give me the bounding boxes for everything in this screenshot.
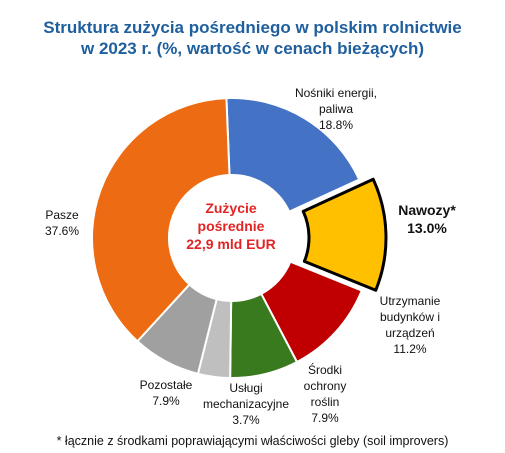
slice-value-energy: 18.8%	[318, 118, 354, 132]
slice-label-feed: Pasze 37.6%	[32, 207, 92, 239]
chart-title: Struktura zużycia pośredniego w polskim …	[0, 17, 505, 59]
slice-label-plant-protection-line-3: roślin	[310, 395, 340, 409]
slice-energy	[225, 97, 361, 213]
slice-label-energy-line-2: paliwa	[318, 102, 354, 116]
slice-label-plant-protection: Środki ochrony roślin 7.9%	[290, 362, 360, 426]
slice-label-mechanization-line-1: Usługi	[229, 381, 263, 395]
slice-label-plant-protection-line-2: ochrony	[303, 379, 347, 393]
slice-label-fertilizers: Nawozy* 13.0%	[382, 201, 472, 237]
slice-value-plant-protection: 7.9%	[311, 411, 339, 425]
center-label: Zużycie pośrednie 22,9 mld EUR	[176, 199, 286, 253]
slice-feed	[91, 97, 231, 343]
footnote: * łącznie z środkami poprawiającymi właś…	[56, 434, 449, 448]
slice-label-fertilizers-line-1: Nawozy*	[398, 202, 456, 218]
slice-label-energy-line-1: Nośniki energii,	[294, 86, 378, 100]
slice-label-buildings: Utrzymanie budynków i urządzeń 11.2%	[360, 293, 460, 357]
slice-label-feed-line-1: Pasze	[45, 208, 79, 222]
slice-label-mechanization-line-2: mechanizacyjne	[202, 397, 290, 411]
center-label-line-1: Zużycie	[205, 200, 257, 216]
chart-title-line-1: Struktura zużycia pośredniego w polskim …	[43, 18, 462, 37]
slice-label-mechanization: Usługi mechanizacyjne 3.7%	[194, 380, 298, 428]
slice-label-buildings-line-3: urządzeń	[385, 326, 435, 340]
slice-label-other-line-1: Pozostałe	[139, 378, 193, 392]
slice-label-energy: Nośniki energii, paliwa 18.8%	[282, 85, 390, 133]
slice-value-mechanization: 3.7%	[232, 413, 260, 427]
slice-value-feed: 37.6%	[44, 224, 80, 238]
slice-label-buildings-line-2: budynków i	[379, 310, 441, 324]
slice-fertilizers	[301, 177, 388, 292]
slice-label-plant-protection-line-1: Środki	[307, 363, 342, 377]
slice-value-fertilizers: 13.0%	[407, 220, 447, 236]
chart-title-line-2: w 2023 r. (%, wartość w cenach bieżących…	[81, 39, 424, 58]
slice-label-other: Pozostałe 7.9%	[126, 377, 206, 409]
slice-value-other: 7.9%	[152, 394, 180, 408]
center-label-line-3: 22,9 mld EUR	[186, 236, 276, 252]
slice-label-buildings-line-1: Utrzymanie	[379, 294, 441, 308]
center-label-line-2: pośrednie	[197, 218, 265, 234]
slice-value-buildings: 11.2%	[393, 342, 427, 356]
